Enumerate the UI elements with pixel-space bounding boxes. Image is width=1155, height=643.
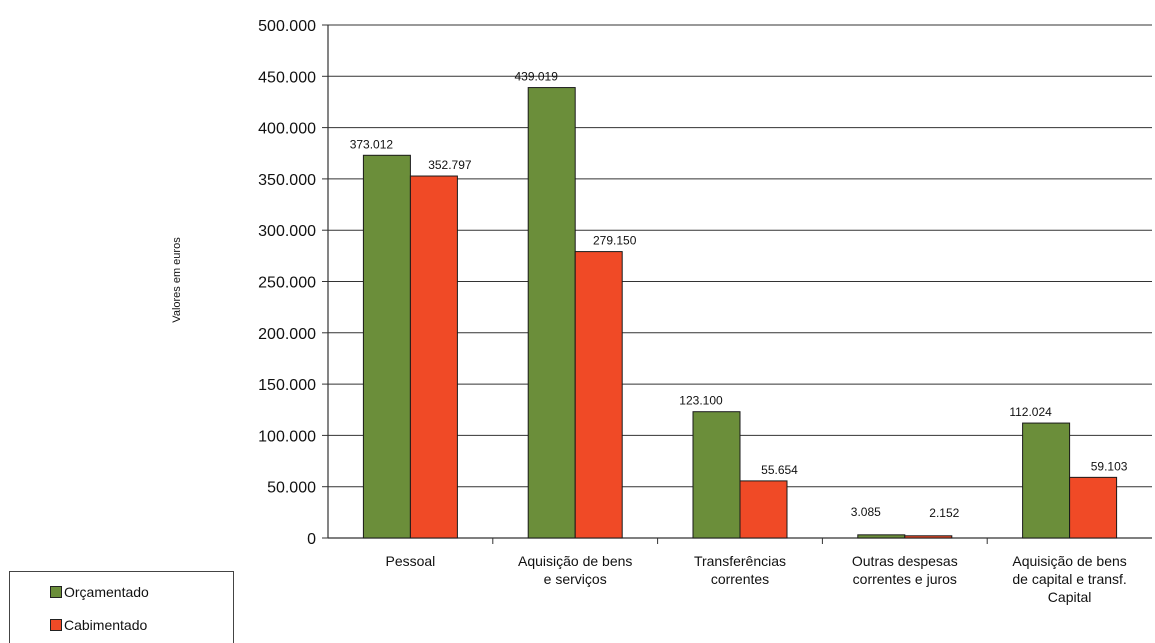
y-tick-label: 350.000 <box>258 172 316 189</box>
x-tick-label: Outras despesas <box>852 553 958 569</box>
data-label: 2.152 <box>929 506 959 520</box>
data-label: 439.019 <box>515 70 559 84</box>
bar <box>739 480 788 539</box>
legend-item-cabimentado: Cabimentado <box>50 617 147 633</box>
data-label: 373.012 <box>350 137 394 151</box>
y-tick-label: 200.000 <box>258 326 316 343</box>
y-tick-label: 50.000 <box>267 480 316 497</box>
bar <box>1069 476 1118 539</box>
data-label: 123.100 <box>679 394 723 408</box>
x-tick-label: Capital <box>1048 589 1092 605</box>
bar <box>362 154 411 539</box>
y-tick-label: 500.000 <box>258 18 316 35</box>
data-label: 279.150 <box>593 234 637 248</box>
data-label: 59.103 <box>1091 459 1128 473</box>
bar <box>857 534 906 539</box>
data-label: 352.797 <box>428 158 472 172</box>
x-tick-label: correntes <box>711 571 769 587</box>
bar <box>574 251 623 539</box>
y-tick-label: 250.000 <box>258 275 316 292</box>
y-tick-label: 0 <box>307 531 316 548</box>
legend-swatch-orcamentado <box>50 586 62 598</box>
x-tick-label: Pessoal <box>385 553 435 569</box>
x-tick-label: e serviços <box>544 571 607 587</box>
data-label: 55.654 <box>761 463 798 477</box>
x-tick-label: Aquisição de bens <box>518 553 632 569</box>
bar <box>692 411 741 539</box>
legend-swatch-cabimentado <box>50 619 62 631</box>
x-tick-label: de capital e transf. <box>1012 571 1126 587</box>
y-axis-label: Valores em euros <box>171 237 183 323</box>
y-tick-label: 100.000 <box>258 428 316 445</box>
legend-item-orcamentado: Orçamentado <box>50 584 149 600</box>
bar <box>1022 422 1071 539</box>
legend-label-orcamentado: Orçamentado <box>64 584 149 600</box>
y-tick-label: 450.000 <box>258 69 316 86</box>
x-tick-label: Aquisição de bens <box>1012 553 1126 569</box>
legend: Orçamentado Cabimentado <box>9 571 234 643</box>
y-tick-label: 150.000 <box>258 377 316 394</box>
data-label: 112.024 <box>1009 405 1052 419</box>
legend-label-cabimentado: Cabimentado <box>64 617 148 633</box>
x-tick-label: Transferências <box>694 553 786 569</box>
data-label: 3.085 <box>851 505 881 519</box>
y-tick-label: 300.000 <box>258 223 316 240</box>
bar <box>904 535 953 539</box>
bar <box>527 87 576 539</box>
bar <box>409 175 458 539</box>
x-tick-label: correntes e juros <box>853 571 957 587</box>
y-tick-label: 400.000 <box>258 121 316 138</box>
